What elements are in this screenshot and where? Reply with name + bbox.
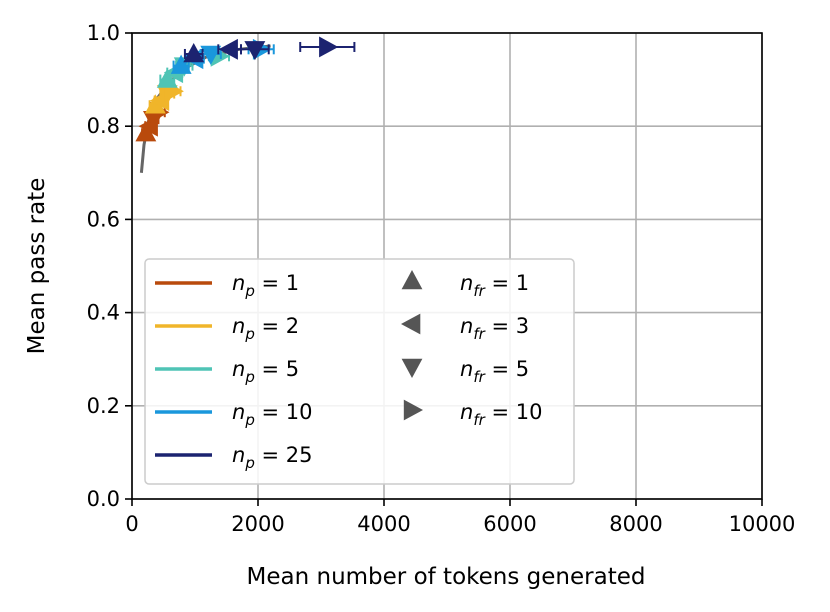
x-tick-label: 6000 [483,512,536,536]
point-marker [183,43,205,63]
legend-marker [401,313,421,335]
legend-entry-np1: np = 1 [155,271,299,300]
legend-label: nfr = 3 [460,314,529,343]
legend-label: np = 5 [232,357,299,386]
y-tick-label: 0.6 [87,207,120,231]
data-point-np25-up [183,43,205,63]
point-marker [319,36,339,58]
y-tick-label: 0.0 [87,487,120,511]
point-marker [218,38,238,60]
x-tick-label: 8000 [609,512,662,536]
legend-entry-np25: np = 25 [155,443,313,472]
legend-marker [401,270,423,290]
legend-entry-np2: np = 2 [155,314,299,343]
data-points [135,36,356,142]
legend-label: np = 10 [232,400,313,429]
data-point-np1-up [135,122,157,142]
y-tick-label: 1.0 [87,21,120,45]
legend-label: np = 2 [232,314,299,343]
legend-entry-nfr-down: nfr = 5 [401,357,529,386]
y-tick-label: 0.2 [87,394,120,418]
legend-entry-nfr-left: nfr = 3 [401,313,529,343]
data-point-np5-up [156,68,178,88]
x-axis-label: Mean number of tokens generated [247,564,646,590]
data-point-np25-down [239,41,270,61]
legend-label: nfr = 10 [460,400,542,429]
legend-entry-nfr-up: nfr = 1 [401,270,529,300]
legend-marker [403,399,423,421]
data-point-np25-right [299,36,356,58]
plot-frame [131,32,763,500]
point-marker [156,68,178,88]
x-tick-label: 4000 [357,512,410,536]
x-axis-ticks: 0 2000 4000 6000 8000 10000 [125,499,795,536]
point-marker [200,45,222,65]
y-tick-label: 0.4 [87,301,120,325]
x-tick-label: 2000 [231,512,284,536]
point-marker [135,122,157,142]
x-tick-label: 10000 [729,512,796,536]
y-axis-ticks: 0.0 0.2 0.4 0.6 0.8 1.0 [87,21,132,511]
legend-marker [401,358,423,378]
legend-label: np = 25 [232,443,313,472]
point-marker [170,54,192,74]
legend-entry-nfr-right: nfr = 10 [403,399,542,429]
legend-label: nfr = 5 [460,357,529,386]
legend-entry-np5: np = 5 [155,357,299,386]
y-tick-label: 0.8 [87,114,120,138]
legend-label: nfr = 1 [460,271,529,300]
legend: np = 1 np = 2 np = 5 np = 10 np = 25 nfr = 1 n… [144,258,575,485]
legend-entry-np10: np = 10 [155,400,313,429]
legend-label: np = 1 [232,271,299,300]
point-marker [244,41,266,61]
data-point-np10-up [170,54,192,74]
y-axis-label: Mean pass rate [24,178,50,355]
legend-box [144,258,575,485]
x-tick-label: 0 [125,512,138,536]
